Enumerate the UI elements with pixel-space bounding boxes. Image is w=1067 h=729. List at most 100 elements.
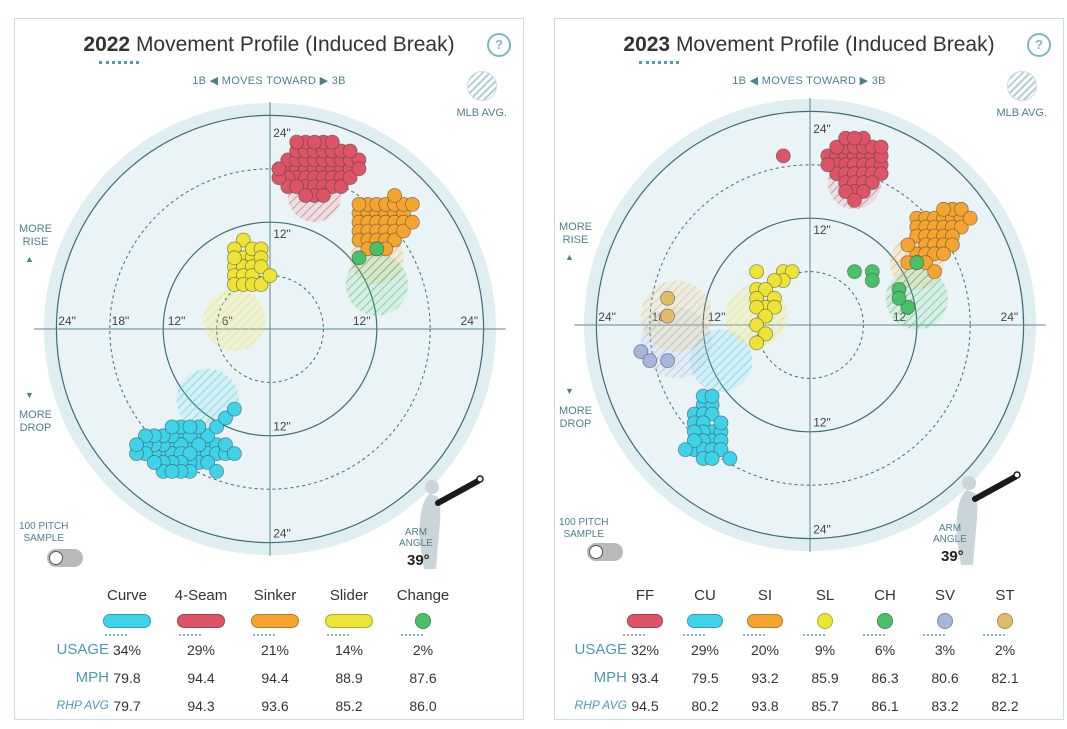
swatch-underline — [327, 634, 349, 636]
usage-cell-si: 20% — [750, 642, 780, 658]
point-si — [953, 219, 969, 235]
point-cu — [713, 442, 729, 458]
point-curve — [164, 419, 180, 435]
point-cu — [677, 442, 693, 458]
mph-cell-cu: 79.5 — [691, 670, 719, 686]
pitch-name-4-seam: 4-Seam — [174, 587, 228, 604]
swatch-underline — [623, 634, 645, 636]
point-change — [369, 241, 385, 257]
chart-title: 2022 Movement Profile (Induced Break) — [15, 33, 523, 57]
pitch-name-sl: SL — [815, 587, 835, 604]
point-sl — [749, 335, 765, 351]
point-sinker — [396, 223, 411, 239]
point-si — [936, 201, 951, 217]
legend-swatch-sv — [937, 613, 953, 629]
avg-zone-change — [345, 253, 408, 316]
moves-toward-label: 1B ◀ MOVES TOWARD ▶ 3B — [192, 75, 346, 87]
arm-angle-value: 39° — [941, 548, 964, 565]
point-curve — [209, 463, 225, 479]
pitch-sample-toggle[interactable] — [587, 543, 623, 561]
point-sl — [758, 281, 773, 297]
arm-angle-value: 39° — [407, 552, 430, 569]
swatch-underline — [683, 634, 705, 636]
point-ch — [864, 273, 880, 288]
up-arrow-icon: ▲ — [565, 252, 574, 262]
point-4-seam — [342, 170, 358, 186]
point-si — [927, 264, 943, 280]
point-sinker — [404, 196, 420, 212]
more-drop-label: MORE DROP — [559, 405, 592, 430]
point-ff — [775, 148, 791, 164]
point-4-seam — [324, 134, 340, 150]
usage-cell-4-seam: 29% — [186, 642, 216, 658]
point-curve — [200, 428, 216, 444]
point-sl — [766, 299, 782, 315]
point-curve — [182, 419, 198, 435]
point-cu — [686, 433, 702, 449]
arm-angle-label: ARM ANGLE — [933, 523, 967, 545]
more-rise-label: MORE RISE — [559, 221, 592, 246]
legend-swatch-si — [747, 614, 783, 628]
mph-cell-change: 87.6 — [409, 670, 437, 686]
swatch-underline — [743, 634, 765, 636]
pitch-sample-label: 100 PITCH SAMPLE — [19, 521, 69, 544]
chart-title: 2023 Movement Profile (Induced Break) — [555, 33, 1063, 57]
help-icon[interactable]: ? — [487, 33, 511, 57]
pitcher-arm-angle-icon — [419, 475, 484, 569]
swatch-underline — [923, 634, 945, 636]
more-rise-label: MORE RISE — [19, 223, 52, 248]
legend-swatch-change — [415, 613, 431, 629]
usage-cell-sv: 3% — [934, 642, 956, 658]
ring-label-top24: 24" — [273, 126, 291, 140]
ring-label-bot24: 24" — [813, 522, 831, 536]
pitch-sample-toggle[interactable] — [47, 549, 83, 567]
point-curve — [129, 437, 144, 453]
point-sl — [784, 264, 800, 280]
point-sv — [660, 353, 675, 369]
pitch-name-st: ST — [995, 587, 1015, 604]
legend-swatch-ch — [877, 613, 893, 629]
swatch-underline — [401, 634, 423, 636]
rhp-avg-cell-cu: 80.2 — [691, 698, 719, 714]
mph-cell-ch: 86.3 — [871, 670, 899, 686]
rhp-avg-cell-ff: 94.5 — [631, 698, 659, 714]
ring-label-top12: 12" — [273, 227, 291, 241]
ring-label-top24: 24" — [813, 122, 831, 136]
rhp-avg-row-label: RHP AVG — [56, 698, 109, 712]
point-sl — [758, 308, 773, 324]
rhp-avg-cell-si: 93.8 — [751, 698, 779, 714]
legend-swatch-slider — [325, 614, 373, 628]
ring-label-bot12: 12" — [273, 419, 291, 433]
toggle-knob — [49, 551, 63, 565]
mph-cell-slider: 88.9 — [335, 670, 363, 686]
rhp-avg-cell-slider: 85.2 — [335, 698, 363, 714]
point-sl — [749, 317, 765, 333]
legend-swatch-st — [997, 613, 1013, 629]
pitch-name-ch: CH — [874, 587, 896, 604]
mph-cell-st: 82.1 — [991, 670, 1019, 686]
movement-plot: 24"12"12"24"24"18"12"6"12"24" — [34, 102, 506, 569]
chart-title-year: 2023 — [623, 33, 671, 56]
movement-profile-2022-panel: 2022 Movement Profile (Induced Break) ? … — [14, 18, 524, 720]
down-arrow-icon: ▼ — [25, 390, 34, 400]
ring-label-left24: 24" — [598, 310, 616, 324]
help-icon[interactable]: ? — [1027, 33, 1051, 57]
point-slider — [253, 259, 269, 275]
avg-zone-st — [640, 280, 713, 352]
rhp-avg-row-label: RHP AVG — [574, 698, 627, 712]
ring-label-left12: 12" — [168, 314, 186, 328]
mph-row-label: MPH — [593, 669, 627, 686]
mlb-avg-label: MLB AVG. — [456, 107, 507, 119]
chart-title-text: Movement Profile (Induced Break) — [670, 33, 995, 56]
point-curve — [209, 419, 225, 435]
point-4-seam — [307, 134, 322, 150]
avg-zone-slider — [203, 288, 266, 352]
mph-cell-sv: 80.6 — [931, 670, 959, 686]
point-ff — [829, 139, 845, 155]
usage-cell-slider: 14% — [334, 642, 364, 658]
ball — [476, 475, 484, 483]
legend-swatch-cu — [687, 614, 723, 628]
pitch-name-slider: Slider — [329, 587, 369, 604]
point-curve — [226, 401, 242, 417]
point-curve — [218, 437, 233, 453]
